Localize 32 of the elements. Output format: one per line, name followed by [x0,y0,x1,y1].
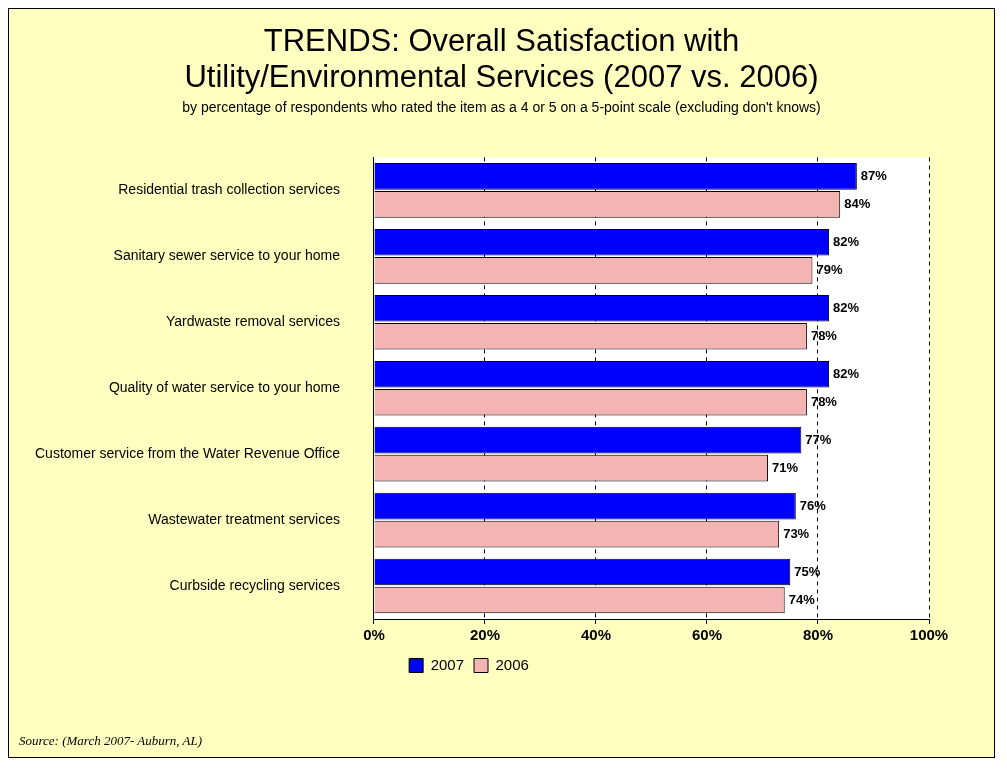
y-tick-label: Wastewater treatment services [148,510,340,527]
legend-label: 2007 [430,655,465,673]
legend-label: 2006 [495,655,529,673]
x-tick-label: 60% [691,626,723,644]
data-label: 82% [833,299,860,315]
data-label: 78% [810,393,838,409]
data-label: 82% [833,233,860,249]
data-label: 76% [799,497,827,513]
data-label: 84% [844,195,871,211]
x-tick-label: 100% [909,626,949,644]
data-label: 78% [810,327,838,343]
y-tick-label: Curbside recycling services [169,576,340,593]
y-tick-label: Customer service from the Water Revenue Office [35,445,341,461]
x-tick-label: 80% [802,626,834,644]
y-tick-label: Residential trash collection services [118,181,340,198]
data-label: 74% [788,591,816,607]
y-tick-label: Quality of water service to your home [108,379,341,396]
data-label: 82% [833,365,860,381]
source-note: Source: (March 2007- Auburn, AL) [19,733,203,749]
data-label: 87% [860,167,888,183]
data-label: 77% [805,431,832,447]
data-label: 75% [794,563,821,579]
chart-title: TRENDS: Overall Satisfaction with Utility/Environmental Services (2007 vs. 2006) [183,23,820,95]
data-label: 79% [816,261,843,277]
x-tick-label: 20% [469,626,501,644]
x-tick-label: 0% [363,626,385,644]
data-label: 71% [772,459,799,475]
y-tick-label: Sanitary sewer service to your home [113,247,341,264]
data-label: 73% [783,525,810,541]
chart-subtitle: by percentage of respondents who rated the item as a 4 or 5 on a 5-point scale (excluding don't knows) [181,99,822,115]
y-tick-label: Yardwaste removal services [165,313,340,330]
x-tick-label: 40% [580,626,612,644]
